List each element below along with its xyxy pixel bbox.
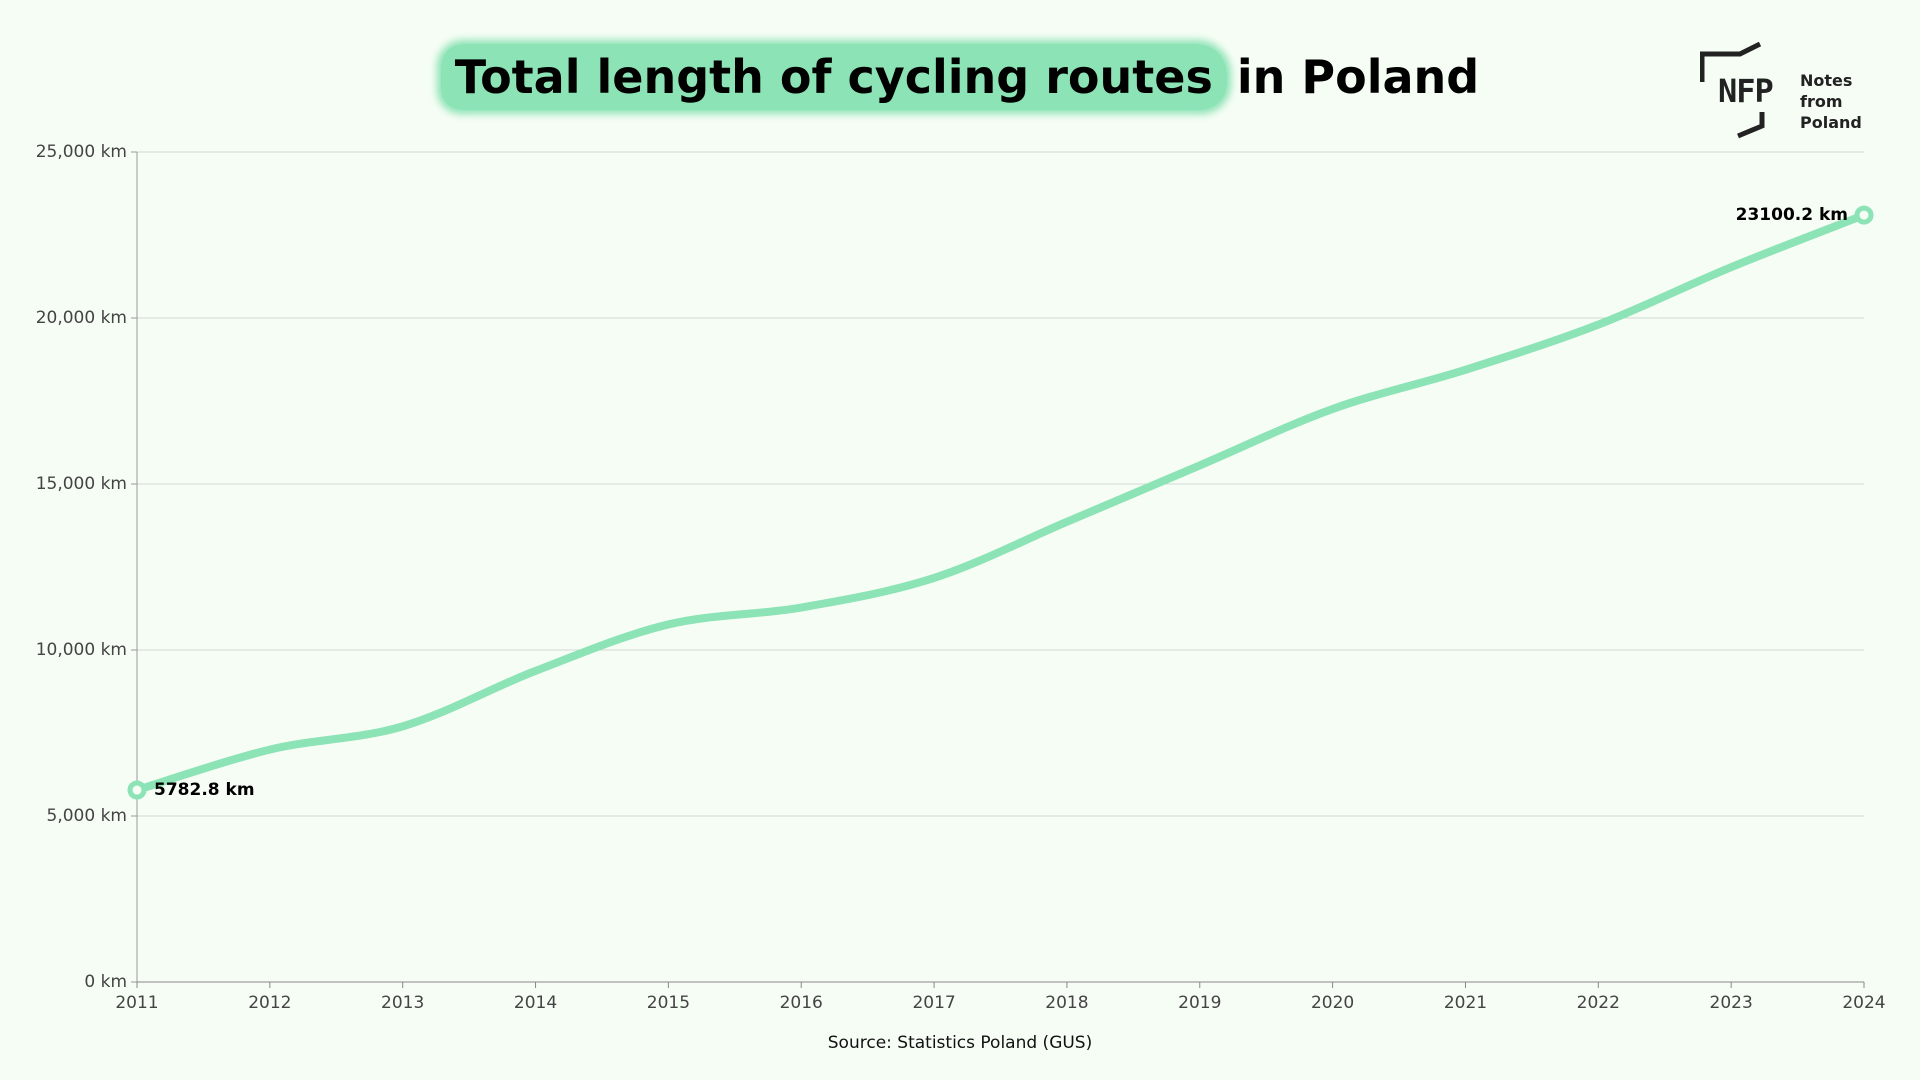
logo-icon [1700,42,1765,139]
logo: NFP Notes from Poland [1700,42,1900,142]
line [133,211,1868,795]
x-tick-label: 2018 [1045,993,1088,1013]
x-tick-label: 2016 [780,993,823,1013]
x-tick-label: 2012 [248,993,291,1013]
x-tick-label: 2017 [912,993,955,1013]
x-tick-label: 2023 [1710,993,1753,1013]
y-tick-label: 25,000 km [36,142,127,162]
source: Source: Statistics Poland (GUS) [827,1033,1093,1053]
x-tick-label: 2013 [381,993,424,1013]
y-tick-label: 20,000 km [36,308,127,328]
title-highlight: Total length of cycling routes [440,44,1227,110]
x-tick-label: 2024 [1842,993,1885,1013]
end-point [1854,205,1874,225]
y-tick-label: 15,000 km [36,474,127,494]
x-tick-label: 2020 [1311,993,1354,1013]
x-tick-label: 2011 [115,993,158,1013]
chart-title: Total length of cycling routes in Poland [0,44,1920,110]
x-tick-label: 2014 [514,993,557,1013]
logo-stroke [1737,112,1765,139]
x-tick-label: 2022 [1577,993,1620,1013]
logo-stroke [1700,42,1762,82]
logo-mark: NFP [1718,72,1774,110]
y-tick-label: 10,000 km [36,640,127,660]
x-tick-label: 2019 [1178,993,1221,1013]
data-label: 5782.8 km [154,780,255,800]
y-tick-label: 0 km [84,972,127,992]
y-tick-label: 5,000 km [47,806,127,826]
logo-name: Notes from Poland [1800,71,1862,132]
end-point [127,780,147,800]
x-tick-label: 2015 [647,993,690,1013]
title-rest: in Poland [1236,50,1480,104]
x-tick-label: 2021 [1444,993,1487,1013]
data-label: 23100.2 km [1736,205,1848,225]
